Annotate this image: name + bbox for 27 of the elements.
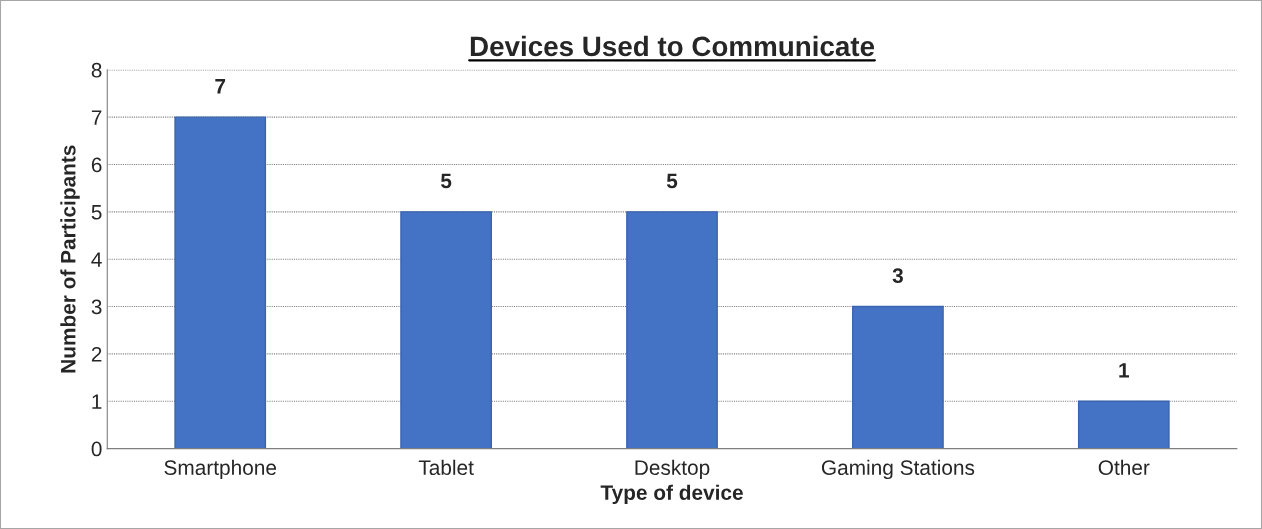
y-tick-label: 5 [91, 205, 102, 220]
bar [626, 211, 718, 449]
y-axis-title: Number of Participants [60, 145, 80, 373]
y-tick-label: 6 [91, 157, 102, 173]
y-tick-label: 8 [91, 62, 102, 78]
data-label: 3 [892, 268, 903, 284]
y-tick-label: 1 [92, 394, 102, 409]
y-tick-label: 7 [91, 110, 102, 125]
chart-title: Devices Used to Communicate [470, 35, 875, 57]
y-tick-label: 4 [91, 252, 102, 267]
x-tick-label: Other [1098, 459, 1150, 476]
x-tick-label: Gaming Stations [821, 459, 975, 480]
data-label: 1 [1119, 363, 1130, 378]
x-axis-title: Type of device [600, 484, 743, 505]
x-tick-label: Tablet [418, 459, 474, 476]
data-label: 7 [215, 79, 226, 94]
y-tick-label: 3 [91, 299, 102, 315]
data-label: 5 [440, 173, 452, 189]
x-tick-label: Desktop [635, 459, 710, 480]
y-tick-label: 2 [91, 346, 102, 362]
bar [852, 305, 944, 449]
x-tick-label: Smartphone [164, 459, 277, 480]
bar [174, 116, 267, 449]
data-label: 5 [666, 173, 678, 189]
bar [1077, 400, 1170, 449]
y-tick-label: 0 [91, 441, 102, 457]
bar [400, 211, 492, 449]
